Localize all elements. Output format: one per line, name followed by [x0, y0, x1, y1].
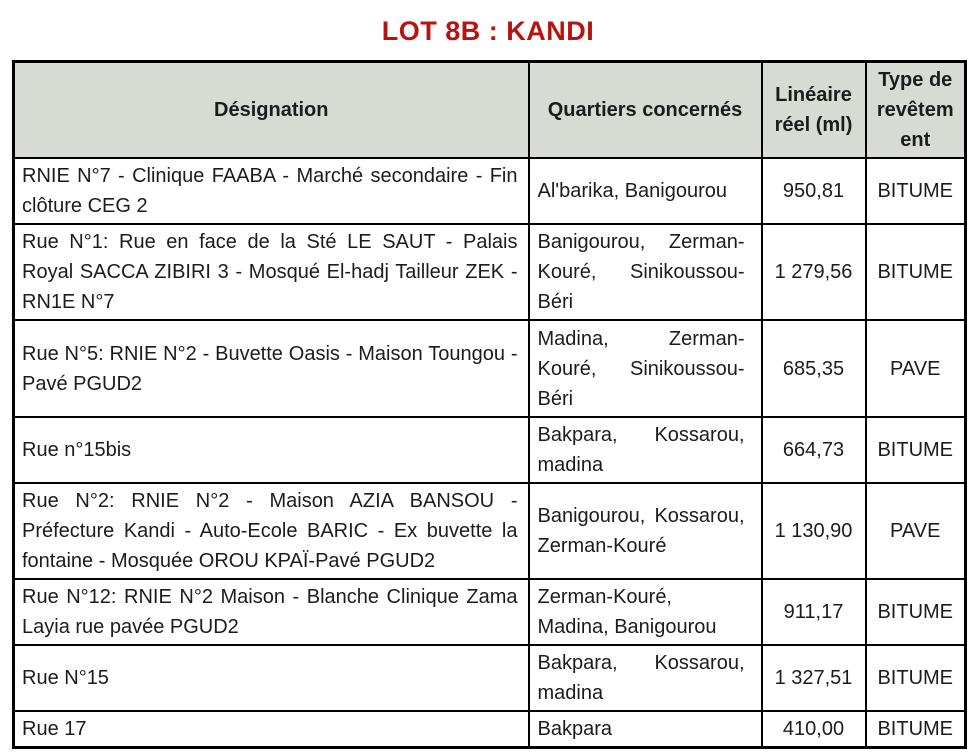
table-row: Rue N°15 Bakpara, Kossarou, madina 1 327… [12, 644, 967, 712]
quartiers-cell: Madina, Zerman-Kouré, Sinikoussou-Béri [527, 319, 763, 418]
quartiers-cell: Al'barika, Banigourou [527, 157, 763, 225]
table-row: Rue N°1: Rue en face de la Sté LE SAUT -… [12, 223, 967, 321]
lineaire-cell: 410,00 [760, 710, 867, 749]
revetement-cell: BITUME [864, 578, 967, 646]
lineaire-cell: 664,73 [760, 416, 867, 484]
lineaire-cell: 1 279,56 [760, 223, 867, 321]
lineaire-cell: 685,35 [760, 319, 867, 418]
revetement-cell: PAVE [864, 319, 967, 418]
table-row: Rue 17 Bakpara 410,00 BITUME [12, 710, 967, 749]
designation-cell: Rue N°1: Rue en face de la Sté LE SAUT -… [12, 223, 530, 321]
designation-cell: Rue N°2: RNIE N°2 - Maison AZIA BANSOU -… [12, 482, 530, 580]
table-row: Rue N°2: RNIE N°2 - Maison AZIA BANSOU -… [12, 482, 967, 580]
designation-cell: Rue N°5: RNIE N°2 - Buvette Oasis - Mais… [12, 319, 530, 418]
lineaire-cell: 1 130,90 [760, 482, 867, 580]
header-revetement: Type de revêtement [864, 60, 967, 159]
table-row: Rue N°5: RNIE N°2 - Buvette Oasis - Mais… [12, 319, 967, 418]
revetement-cell: BITUME [864, 223, 967, 321]
lineaire-cell: 1 327,51 [760, 644, 867, 712]
quartiers-cell: Banigourou, Zerman-Kouré, Sinikoussou-Bé… [527, 223, 763, 321]
quartiers-cell: Bakpara, Kossarou, madina [527, 644, 763, 712]
designation-cell: Rue N°15 [12, 644, 530, 712]
lineaire-cell: 911,17 [760, 578, 867, 646]
designation-cell: Rue n°15bis [12, 416, 530, 484]
table-row: RNIE N°7 - Clinique FAABA - Marché secon… [12, 157, 967, 225]
quartiers-cell: Bakpara, Kossarou, madina [527, 416, 763, 484]
lot-table: Désignation Quartiers concernés Linéaire… [12, 60, 967, 749]
table-row: Rue n°15bis Bakpara, Kossarou, madina 66… [12, 416, 967, 484]
lineaire-cell: 950,81 [760, 157, 867, 225]
quartiers-cell: Zerman-Kouré, Madina, Banigourou [527, 578, 763, 646]
header-quartiers: Quartiers concernés [527, 60, 763, 159]
revetement-cell: BITUME [864, 644, 967, 712]
revetement-cell: BITUME [864, 416, 967, 484]
revetement-cell: BITUME [864, 157, 967, 225]
quartiers-cell: Bakpara [527, 710, 763, 749]
header-row: Désignation Quartiers concernés Linéaire… [12, 60, 967, 159]
table-row: Rue N°12: RNIE N°2 Maison - Blanche Clin… [12, 578, 967, 646]
header-lineaire: Linéaire réel (ml) [760, 60, 867, 159]
revetement-cell: BITUME [864, 710, 967, 749]
designation-cell: Rue N°12: RNIE N°2 Maison - Blanche Clin… [12, 578, 530, 646]
table-title: LOT 8B : KANDI [381, 16, 595, 46]
designation-cell: RNIE N°7 - Clinique FAABA - Marché secon… [12, 157, 530, 225]
quartiers-cell: Banigourou, Kossarou, Zerman-Kouré [527, 482, 763, 580]
header-designation: Désignation [12, 60, 530, 159]
revetement-cell: PAVE [864, 482, 967, 580]
designation-cell: Rue 17 [12, 710, 530, 749]
